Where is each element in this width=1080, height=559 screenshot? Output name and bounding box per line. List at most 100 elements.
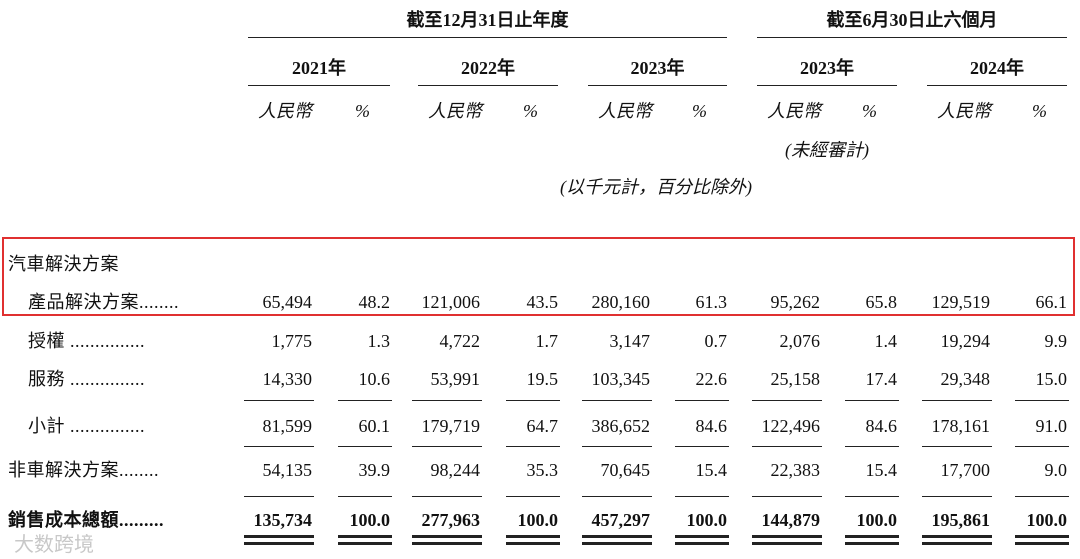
rule-line [675,446,729,447]
currency-header: 人民幣 [767,101,821,121]
percent-cell: 84.6 [695,416,728,436]
percent-cell: 1.4 [874,331,898,351]
row-label: 銷售成本總額......... [8,510,164,530]
rule-line [412,535,482,538]
percent-header: % [355,101,370,121]
rule-line [922,400,992,401]
percent-cell: 100.0 [686,510,728,530]
percent-header: % [1032,101,1047,121]
rule-line [506,446,560,447]
percent-cell: 1.7 [535,331,559,351]
year-header: 2023年 [630,58,685,78]
percent-header: % [692,101,707,121]
rule-line [506,400,560,401]
amount-cell: 122,496 [761,416,821,436]
rule-line [922,542,992,545]
amount-cell: 195,861 [931,510,991,530]
rule-line [588,85,727,86]
rule-line [845,542,899,545]
rule-line [675,496,729,497]
currency-header: 人民幣 [428,101,482,121]
percent-cell: 48.2 [358,292,391,312]
percent-cell: 60.1 [358,416,391,436]
amount-cell: 4,722 [439,331,481,351]
percent-cell: 19.5 [526,369,559,389]
rule-line [845,400,899,401]
highlight-box [2,237,1075,316]
rule-line [675,542,729,545]
amount-cell: 2,076 [779,331,821,351]
group-header: 截至12月31日止年度 [406,10,569,30]
rule-line [927,85,1067,86]
unaudited-note: (未經審計) [785,140,869,160]
rule-line [752,496,822,497]
rule-line [338,400,392,401]
percent-cell: 35.3 [526,460,559,480]
amount-cell: 65,494 [262,292,313,312]
percent-cell: 1.3 [367,331,391,351]
percent-cell: 91.0 [1035,416,1068,436]
rule-line [757,37,1067,38]
row-label: 產品解決方案........ [28,292,179,312]
percent-cell: 100.0 [856,510,898,530]
amount-cell: 14,330 [262,369,313,389]
rule-line [506,496,560,497]
percent-cell: 65.8 [865,292,898,312]
amount-cell: 135,734 [253,510,313,530]
rule-line [582,400,652,401]
row-label: 汽車解決方案 [8,254,119,274]
percent-cell: 84.6 [865,416,898,436]
amount-cell: 25,158 [770,369,821,389]
amount-cell: 179,719 [421,416,481,436]
rule-line [1015,400,1069,401]
rule-line [244,400,314,401]
amount-cell: 98,244 [430,460,481,480]
currency-header: 人民幣 [258,101,312,121]
percent-cell: 15.4 [865,460,898,480]
rule-line [752,446,822,447]
rule-line [922,535,992,538]
amount-cell: 29,348 [940,369,991,389]
amount-cell: 70,645 [600,460,651,480]
amount-cell: 280,160 [591,292,651,312]
rule-line [582,542,652,545]
amount-cell: 3,147 [609,331,651,351]
percent-cell: 9.0 [1044,460,1068,480]
currency-header: 人民幣 [598,101,652,121]
amount-cell: 54,135 [262,460,313,480]
rule-line [752,542,822,545]
rule-line [757,85,897,86]
amount-cell: 1,775 [271,331,313,351]
watermark: 大数跨境 [14,532,94,556]
rule-line [248,37,727,38]
rule-line [506,535,560,538]
percent-cell: 61.3 [695,292,728,312]
rule-line [922,446,992,447]
rule-line [845,496,899,497]
rule-line [412,542,482,545]
percent-cell: 39.9 [358,460,391,480]
rule-line [244,535,314,538]
amount-cell: 178,161 [931,416,991,436]
amount-cell: 53,991 [430,369,481,389]
percent-cell: 66.1 [1035,292,1068,312]
rule-line [922,496,992,497]
year-header: 2021年 [292,58,346,78]
rule-line [338,535,392,538]
rule-line [506,542,560,545]
rule-line [675,400,729,401]
row-label: 授權 ............... [28,331,145,351]
percent-cell: 100.0 [349,510,391,530]
percent-cell: 100.0 [1026,510,1068,530]
amount-cell: 22,383 [770,460,821,480]
rule-line [412,446,482,447]
amount-cell: 386,652 [591,416,651,436]
rule-line [412,400,482,401]
rule-line [244,446,314,447]
amount-cell: 144,879 [761,510,821,530]
rule-line [1015,496,1069,497]
row-label: 服務 ............... [28,369,145,389]
rule-line [845,446,899,447]
rule-line [752,400,822,401]
